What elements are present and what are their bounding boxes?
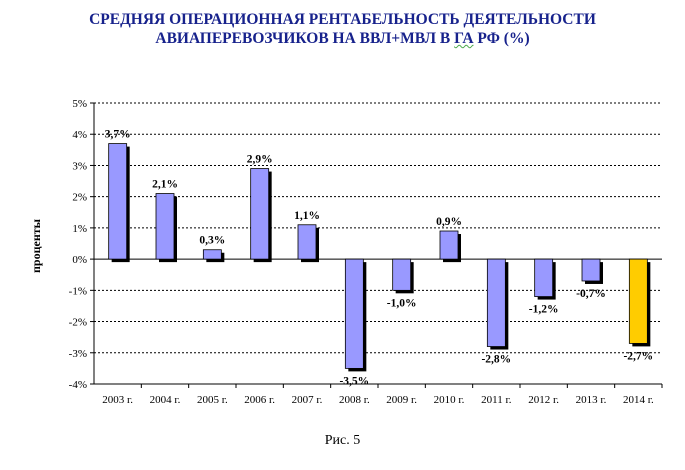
bar [250,168,270,260]
bars [108,143,651,372]
bar [155,193,175,260]
x-tick-label: 2004 г. [150,394,181,406]
x-tick-label: 2012 г. [528,394,559,406]
x-tick-label: 2008 г. [339,394,370,406]
bar [628,258,648,344]
bar [344,258,364,369]
data-label: -2,8% [481,354,511,366]
grid-lines [94,102,662,354]
chart-title-line-1: СРЕДНЯЯ ОПЕРАЦИОННАЯ РЕНТАБЕЛЬНОСТЬ ДЕЯТ… [89,11,596,28]
x-tick-label: 2009 г. [386,394,417,406]
x-tick-label: 2010 г. [434,394,465,406]
data-label: 3,7% [105,129,131,141]
x-tick-label: 2005 г. [197,394,228,406]
bar [297,224,317,260]
data-label: -0,7% [576,288,606,300]
data-labels: 3,7% 2,1% 0,3% 2,9% 1,1% -3,5% -1,0% 0,9% -2,8% -… [105,129,653,388]
y-tick-label: -3% [69,348,87,360]
y-tick-label: -4% [69,379,87,391]
chart-title-line-2-end: РФ (%) [473,30,530,47]
figure-caption: Рис. 5 [324,433,361,448]
data-label: -2,7% [623,350,653,362]
bar [486,258,506,347]
chart-title-marked-word: ГА [454,30,474,47]
chart-title-line-2-start: АВИАПЕРЕВОЗЧИКОВ НА ВВЛ+МВЛ В [155,30,455,47]
data-label: 2,1% [152,179,178,191]
y-tick-label: 2% [72,192,87,204]
axes [90,102,663,388]
chart-title: СРЕДНЯЯ ОПЕРАЦИОННАЯ РЕНТАБЕЛЬНОСТЬ ДЕЯТ… [0,10,685,48]
bar [439,230,459,260]
data-label: 1,1% [294,210,320,222]
y-tick-label: 1% [72,223,87,235]
data-label: 2,9% [247,154,273,166]
bar [202,249,222,260]
y-tick-label: 4% [72,129,87,141]
data-label: -1,2% [529,304,559,316]
data-label: 0,3% [199,235,225,247]
x-tick-label: 2011 г. [481,394,512,406]
y-axis-label: проценты [29,218,43,273]
data-label: 0,9% [436,216,462,228]
data-label: -1,0% [387,297,417,309]
y-tick-label: 0% [72,254,87,266]
x-tick-label: 2006 г. [244,394,275,406]
x-tick-label: 2003 г. [102,394,133,406]
tick-labels: 5% 4% 3% 2% 1% 0% -1% -2% -3% -4% 2003 г. 2004 г. 20… [69,98,654,406]
bar [581,258,601,282]
y-tick-label: -2% [69,317,87,329]
x-tick-label: 2013 г. [576,394,607,406]
x-tick-label: 2014 г. [623,394,654,406]
bar [534,258,554,297]
data-label: -3,5% [339,375,369,387]
y-tick-label: -1% [69,285,87,297]
y-tick-label: 5% [72,98,87,110]
chart-title-line-2: АВИАПЕРЕВОЗЧИКОВ НА ВВЛ+МВЛ В ГА РФ (%) [0,29,685,48]
bar [392,258,412,291]
bar [108,143,128,260]
x-tick-label: 2007 г. [292,394,323,406]
y-tick-label: 3% [72,160,87,172]
